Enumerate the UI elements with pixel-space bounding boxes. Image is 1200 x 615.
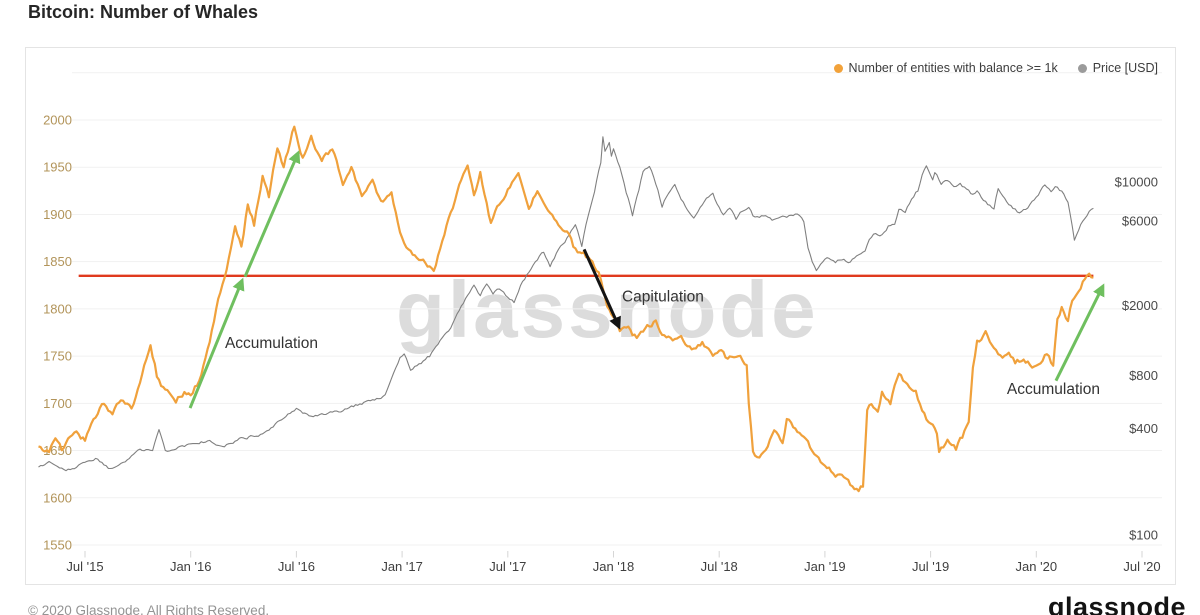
brand-logo: glassnode <box>1048 592 1187 615</box>
x-axis-tick-label: Jan '19 <box>804 559 846 574</box>
left-axis-tick-label: 2000 <box>43 113 72 128</box>
watermark: glassnode <box>396 265 819 354</box>
left-axis-tick-label: 1950 <box>43 160 72 175</box>
legend-item-whales[interactable]: Number of entities with balance >= 1k <box>833 61 1058 75</box>
x-axis-tick-label: Jan '17 <box>381 559 423 574</box>
x-axis-tick-label: Jul '16 <box>278 559 315 574</box>
x-axis-tick-label: Jul '20 <box>1123 559 1160 574</box>
x-axis-tick-label: Jul '15 <box>66 559 103 574</box>
legend-item-label: Price [USD] <box>1092 61 1158 75</box>
legend-dot-icon <box>1077 63 1087 73</box>
left-axis-tick-label: 1600 <box>43 490 72 505</box>
data-series <box>38 125 1094 493</box>
accumulation-arrow-icon <box>188 277 245 409</box>
left-axis-tick-label: 1800 <box>43 301 72 316</box>
annotation-label: Accumulation <box>1007 381 1100 398</box>
legend-item-price[interactable]: Price [USD] <box>1077 61 1158 75</box>
left-axis-tick-label: 1750 <box>43 349 72 364</box>
right-axis-tick-label: $6000 <box>1122 214 1158 229</box>
annotation-label: Capitulation <box>622 289 704 306</box>
whales-line <box>38 125 1094 493</box>
right-axis-tick-label: $100 <box>1129 528 1158 543</box>
legend-item-label: Number of entities with balance >= 1k <box>848 61 1058 75</box>
chart-card <box>25 47 1176 585</box>
x-axis-tick-label: Jan '20 <box>1016 559 1058 574</box>
left-axis-tick-label: 1850 <box>43 254 72 269</box>
x-axis-tick-label: Jan '18 <box>593 559 635 574</box>
left-axis-tick-label: 1550 <box>43 537 72 552</box>
x-axis-tick-label: Jul '19 <box>912 559 949 574</box>
annotations: Accumulation Capitulation Accumulation <box>188 150 1105 409</box>
accumulation-arrow-icon <box>1054 283 1105 382</box>
x-axis-tick-label: Jul '17 <box>489 559 526 574</box>
right-axis-tick-label: $800 <box>1129 368 1158 383</box>
annotation-label: Accumulation <box>225 335 318 352</box>
x-axis-tick-label: Jan '16 <box>170 559 212 574</box>
axis-labels: 2000195019001850180017501700165016001550… <box>43 113 1161 575</box>
accumulation-arrow-icon <box>243 150 301 278</box>
legend-dot-icon <box>833 63 843 73</box>
capitulation-arrow-icon <box>582 248 621 330</box>
right-axis-tick-label: $400 <box>1129 421 1158 436</box>
gridlines <box>72 72 1162 558</box>
x-axis-tick-label: Jul '18 <box>701 559 738 574</box>
price-line <box>38 136 1094 472</box>
right-axis-tick-label: $2000 <box>1122 298 1158 313</box>
footer-copyright: © 2020 Glassnode. All Rights Reserved. <box>28 603 270 615</box>
left-axis-tick-label: 1700 <box>43 396 72 411</box>
left-axis-tick-label: 1900 <box>43 207 72 222</box>
page-title: Bitcoin: Number of Whales <box>28 2 259 22</box>
right-axis-tick-label: $10000 <box>1115 175 1158 190</box>
chart-legend: Number of entities with balance >= 1k Pri… <box>833 61 1158 75</box>
